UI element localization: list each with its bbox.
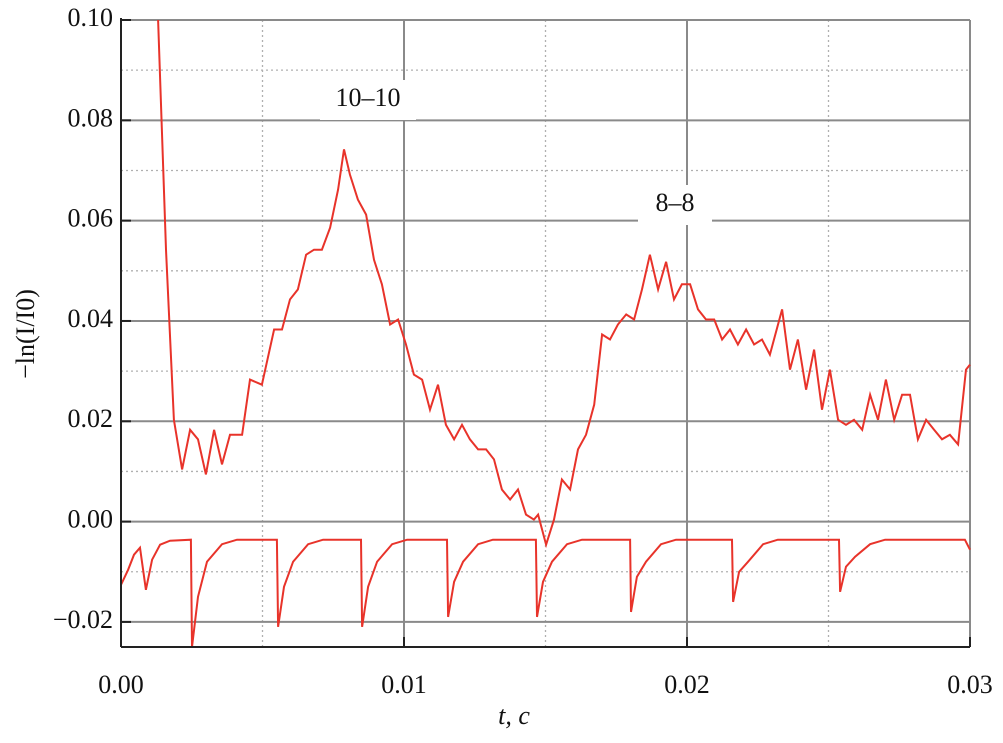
annotation: 8–8 bbox=[656, 188, 695, 217]
data-line bbox=[157, 19, 971, 549]
annotation-background bbox=[320, 80, 416, 120]
data-line bbox=[121, 538, 971, 648]
y-tick-label: 0.06 bbox=[68, 204, 114, 233]
axes: −0.02 0.00 0.02 0.04 0.06 0.08 0.10 0.00 0.01 0.0… bbox=[53, 3, 993, 699]
x-tick-label: 0.00 bbox=[98, 670, 144, 699]
x-tick-label: 0.01 bbox=[381, 670, 427, 699]
y-axis-label: −ln(I/I0) bbox=[11, 289, 40, 379]
annotation: 10–10 bbox=[336, 83, 401, 112]
y-tick-label: 0.02 bbox=[68, 404, 114, 433]
plot-area bbox=[121, 19, 971, 648]
y-tick-label: 0.08 bbox=[68, 103, 114, 132]
y-tick-label: 0.10 bbox=[68, 3, 114, 32]
x-tick-label: 0.02 bbox=[664, 670, 710, 699]
y-tick-label: −0.02 bbox=[53, 605, 113, 634]
y-tick-label: 0.00 bbox=[68, 505, 114, 534]
x-tick-label: 0.03 bbox=[947, 670, 993, 699]
x-axis-label: t, c bbox=[498, 701, 530, 730]
grid bbox=[121, 19, 971, 647]
y-tick-label: 0.04 bbox=[68, 304, 114, 333]
annotation-background bbox=[638, 185, 712, 225]
